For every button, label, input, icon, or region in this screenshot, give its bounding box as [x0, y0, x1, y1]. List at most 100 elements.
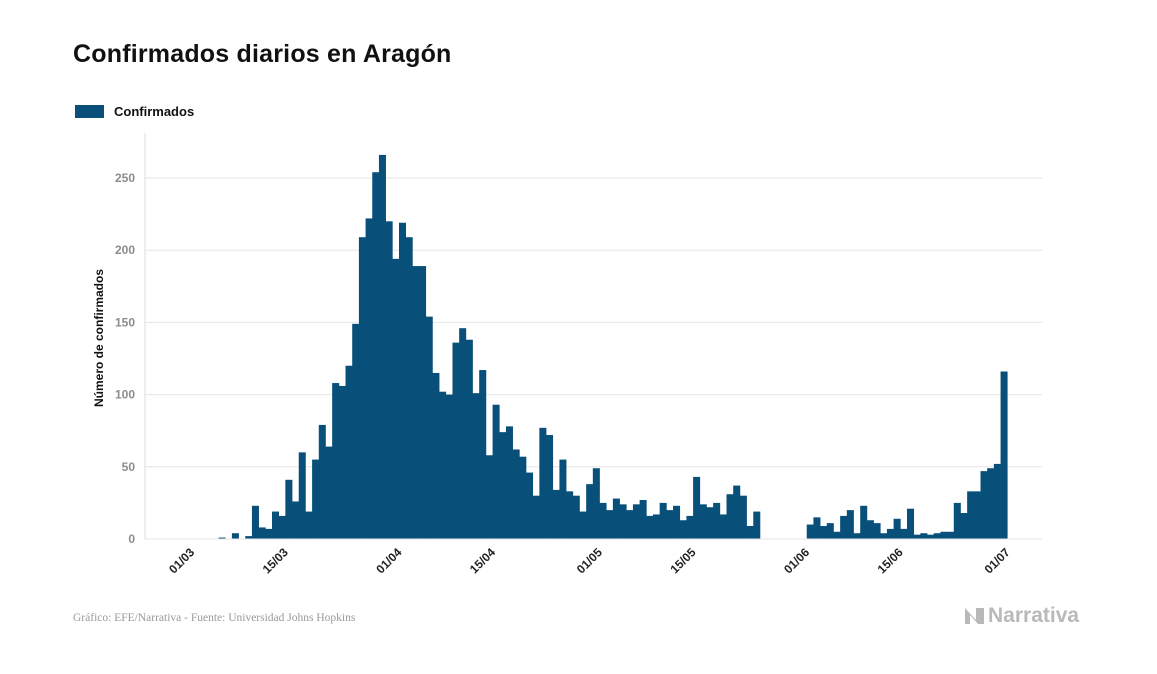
y-tick-label: 200: [115, 243, 135, 257]
bar: [365, 218, 373, 539]
bar: [739, 495, 747, 539]
x-tick-label: 15/03: [260, 545, 291, 576]
source-footer: Gráfico: EFE/Narrativa - Fuente: Univers…: [73, 612, 356, 624]
bar: [886, 528, 894, 539]
bar: [325, 446, 333, 539]
bar: [699, 504, 707, 539]
bar: [953, 502, 961, 539]
bar: [251, 505, 259, 539]
x-tick-label: 01/07: [982, 545, 1013, 576]
bar: [245, 536, 253, 539]
x-tick-label: 01/04: [373, 545, 404, 576]
x-tick-label: 01/03: [166, 545, 197, 576]
bars: [218, 154, 1008, 539]
bar: [445, 394, 453, 539]
bar: [525, 472, 534, 539]
bar: [646, 515, 654, 539]
bar: [512, 449, 520, 539]
bar: [358, 237, 366, 539]
x-tick-label: 15/06: [875, 545, 906, 576]
bar: [913, 534, 921, 539]
bar: [733, 485, 741, 539]
bar: [532, 495, 540, 539]
bar: [927, 534, 935, 539]
bar: [960, 513, 968, 539]
y-tick-label: 100: [115, 388, 135, 402]
bar: [820, 526, 828, 539]
narrativa-logo-icon: [965, 608, 984, 624]
bar: [860, 505, 868, 539]
bar: [485, 455, 493, 539]
y-tick-label: 250: [115, 171, 135, 185]
bar: [920, 533, 928, 539]
chart-title: Confirmados diarios en Aragón: [73, 40, 452, 68]
bar: [980, 471, 988, 539]
bar: [599, 502, 607, 539]
bar: [385, 221, 393, 539]
bar: [318, 424, 326, 539]
y-tick-label: 0: [128, 532, 135, 546]
bar: [552, 489, 560, 539]
bar: [993, 463, 1001, 539]
bar: [833, 531, 841, 539]
bar: [566, 491, 574, 539]
bar: [499, 432, 507, 539]
bar: [1000, 371, 1008, 539]
bar: [305, 511, 313, 539]
bar: [425, 316, 433, 539]
bar: [639, 500, 647, 539]
bar: [840, 515, 848, 539]
bar: [706, 507, 714, 539]
y-tick-label: 150: [115, 315, 135, 329]
bar: [632, 504, 640, 539]
bar: [519, 456, 527, 539]
bar: [846, 510, 854, 539]
bar: [272, 511, 280, 539]
bar: [586, 484, 594, 539]
bar: [866, 520, 874, 539]
bar: [666, 510, 674, 539]
bar: [813, 517, 821, 539]
bar: [465, 339, 473, 539]
bar: [345, 365, 353, 539]
bar: [592, 468, 600, 539]
bar: [713, 502, 721, 539]
bar: [492, 404, 500, 539]
bar: [987, 468, 995, 539]
legend: Confirmados: [75, 104, 194, 119]
legend-label: Confirmados: [114, 104, 195, 119]
bar: [579, 511, 587, 539]
bar: [933, 533, 941, 539]
bar: [539, 427, 547, 539]
bar: [479, 370, 487, 539]
bar: [612, 498, 620, 539]
bar: [285, 479, 293, 539]
bar: [298, 452, 306, 539]
bar: [392, 258, 400, 539]
bar: [853, 533, 861, 539]
bar: [826, 523, 834, 539]
bar: [693, 476, 701, 539]
y-tick-label: 50: [122, 460, 136, 474]
y-axis-title: Número de confirmados: [92, 269, 106, 407]
bar: [378, 154, 386, 539]
bar: [726, 494, 734, 539]
bar: [258, 527, 266, 539]
bar: [947, 531, 955, 539]
bar: [265, 528, 273, 539]
bar: [292, 501, 300, 539]
narrativa-logo-text: Narrativa: [988, 604, 1080, 627]
bar: [505, 426, 513, 539]
bar: [338, 385, 346, 539]
bar: [719, 514, 727, 539]
bar: [452, 342, 460, 539]
bar: [278, 515, 286, 539]
bar: [659, 502, 667, 539]
bar: [412, 266, 420, 539]
bar: [673, 505, 681, 539]
bar: [372, 172, 380, 539]
bar: [746, 526, 754, 539]
bar: [900, 528, 908, 539]
bar: [686, 515, 694, 539]
bar: [973, 491, 981, 539]
